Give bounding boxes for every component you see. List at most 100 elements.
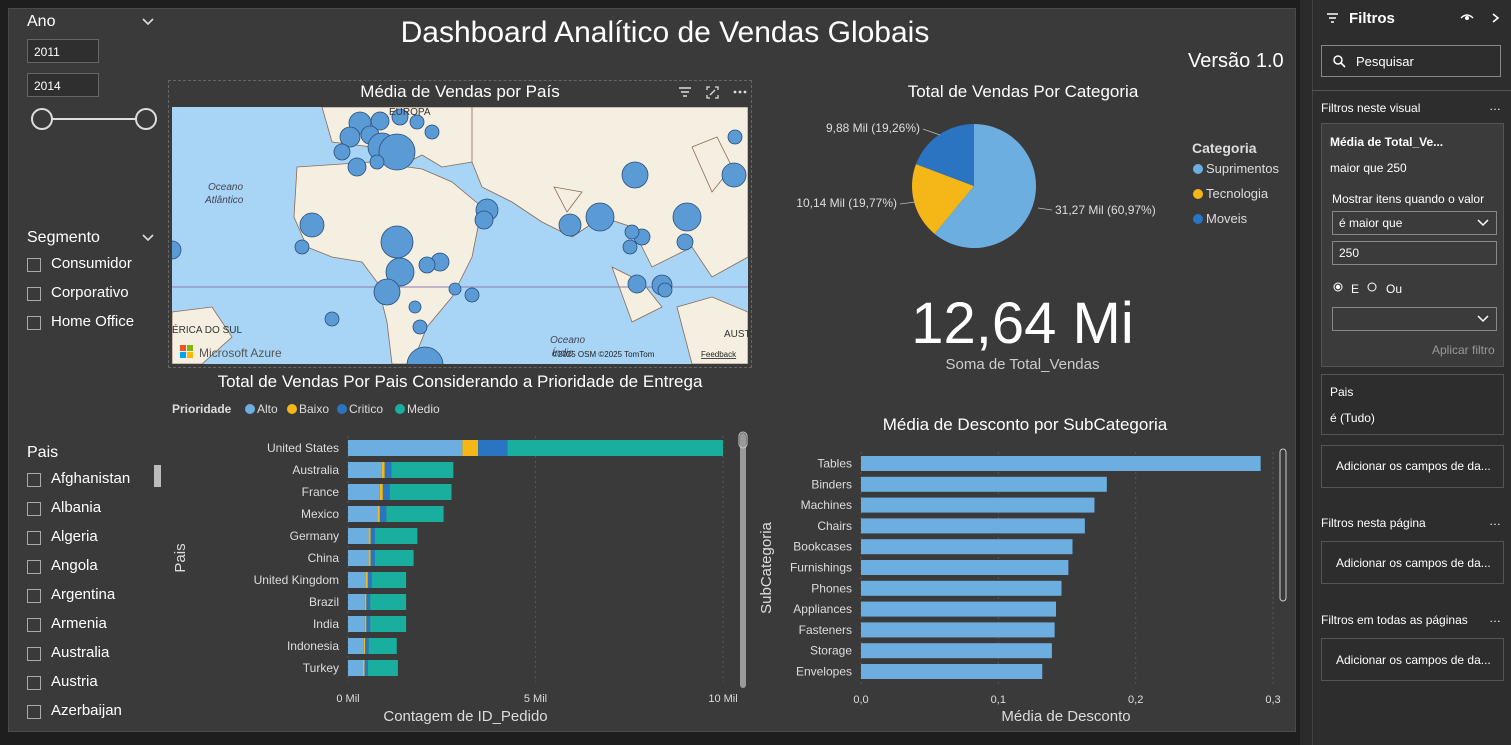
country-bar-segment[interactable] (348, 484, 380, 500)
pais-item-checkbox[interactable] (27, 618, 41, 632)
more-options-icon[interactable]: … (1489, 99, 1501, 113)
map-bubble[interactable] (727, 129, 743, 145)
pie-legend-label[interactable]: Tecnologia (1206, 186, 1269, 201)
more-options-icon[interactable] (733, 90, 747, 94)
map-bubble[interactable] (672, 202, 702, 232)
filter-value-input[interactable]: 250 (1332, 241, 1497, 265)
country-legend-label[interactable]: Medio (407, 402, 440, 416)
pais-item-checkbox[interactable] (27, 502, 41, 516)
pais-item-label[interactable]: Algeria (51, 528, 98, 545)
map-bubble[interactable] (373, 278, 401, 306)
country-bar-segment[interactable] (364, 660, 368, 676)
pais-item-checkbox[interactable] (27, 647, 41, 661)
country-bar-segment[interactable] (384, 462, 392, 478)
map-bubble[interactable] (324, 311, 340, 327)
country-scrollbar[interactable] (740, 433, 746, 688)
collapse-pane-icon[interactable] (1491, 13, 1501, 23)
country-bar-segment[interactable] (370, 550, 376, 566)
pie-chart[interactable]: 31,27 Mil (60,97%) 10,14 Mil (19,77%) 9,88… (780, 110, 1280, 260)
country-bar-segment[interactable] (363, 660, 365, 676)
country-legend-label[interactable]: Critico (349, 402, 383, 416)
discount-bar[interactable] (861, 476, 1107, 492)
map-bubble[interactable] (624, 224, 640, 240)
pais-item-label[interactable]: Armenia (51, 615, 107, 632)
country-bar-segment[interactable] (348, 594, 365, 610)
radio-or-icon[interactable] (1367, 282, 1377, 292)
focus-mode-icon[interactable] (706, 86, 719, 99)
map-bubble[interactable] (380, 225, 414, 259)
pais-item-checkbox[interactable] (27, 560, 41, 574)
chevron-down-icon[interactable] (1477, 314, 1489, 324)
map-bubble[interactable] (657, 282, 673, 298)
country-bar-segment[interactable] (364, 594, 367, 610)
map-feedback-link[interactable]: Feedback (701, 350, 737, 359)
pie-slice[interactable] (912, 164, 974, 234)
country-bar-segment[interactable] (379, 484, 383, 500)
pais-item-checkbox[interactable] (27, 531, 41, 545)
discount-bar[interactable] (861, 622, 1055, 638)
pais-item-label[interactable]: Argentina (51, 586, 116, 603)
pais-item-label[interactable]: Azerbaijan (51, 702, 122, 719)
map-bubble[interactable] (464, 287, 480, 303)
segmento-item-label[interactable]: Consumidor (51, 255, 132, 272)
map-bubble[interactable] (424, 124, 440, 140)
pais-item-checkbox[interactable] (27, 589, 41, 603)
map-bubble[interactable] (409, 114, 425, 130)
country-bar-segment[interactable] (375, 550, 414, 566)
ano-slider-end-handle[interactable] (135, 108, 157, 130)
segmento-item-checkbox[interactable] (27, 316, 41, 330)
map-bubble[interactable] (347, 157, 367, 177)
ano-end-input[interactable]: 2014 (27, 73, 99, 97)
pais-item-label[interactable]: Afghanistan (51, 470, 131, 487)
country-bar-segment[interactable] (348, 638, 364, 654)
more-options-icon[interactable]: … (1489, 514, 1501, 528)
map-bubble[interactable] (721, 162, 747, 188)
apply-filter-button[interactable]: Aplicar filtro (1432, 343, 1495, 357)
discount-bar[interactable] (861, 601, 1057, 617)
map-bubble[interactable] (299, 212, 325, 238)
pais-item-checkbox[interactable] (27, 473, 41, 487)
country-bar-segment[interactable] (386, 506, 444, 522)
pais-item-checkbox[interactable] (27, 676, 41, 690)
country-bar-segment[interactable] (348, 572, 366, 588)
segmento-item-label[interactable]: Home Office (51, 313, 135, 330)
chevron-down-icon[interactable] (1477, 218, 1489, 228)
country-bar-segment[interactable] (348, 506, 378, 522)
segmento-item-checkbox[interactable] (27, 287, 41, 301)
discount-bar[interactable] (861, 456, 1261, 471)
pais-item-label[interactable]: Angola (51, 557, 98, 574)
map-bubble[interactable] (294, 239, 310, 255)
segmento-item-label[interactable]: Corporativo (51, 284, 129, 301)
country-bar-segment[interactable] (368, 638, 397, 654)
pais-item-label[interactable]: Austria (51, 673, 98, 690)
pie-slice[interactable] (915, 124, 974, 186)
country-bar-segment[interactable] (348, 660, 363, 676)
map-bubble[interactable] (378, 133, 416, 171)
country-bar-segment[interactable] (368, 550, 371, 566)
chevron-down-icon[interactable] (141, 15, 155, 29)
ano-slider-start-handle[interactable] (31, 108, 53, 130)
country-bar-segment[interactable] (462, 440, 479, 456)
map-bubble[interactable] (333, 143, 351, 161)
country-bar-segment[interactable] (366, 594, 371, 610)
country-bar-segment[interactable] (382, 484, 390, 500)
more-options-icon[interactable]: … (1489, 611, 1501, 625)
country-bar-segment[interactable] (370, 528, 376, 544)
eye-icon[interactable] (1460, 13, 1474, 23)
map-bubble[interactable] (558, 213, 582, 237)
map-canvas[interactable]: EUROPA Oceano Atlântico ÉRICA DO SUL Oce… (172, 107, 748, 364)
radio-and-icon[interactable] (1333, 282, 1343, 292)
country-bar-segment[interactable] (366, 616, 371, 632)
map-bubble[interactable] (172, 240, 182, 260)
map-bubble[interactable] (369, 154, 385, 170)
country-bar-segment[interactable] (371, 572, 407, 588)
pais-item-label[interactable]: Australia (51, 644, 110, 661)
pais-item-label[interactable]: Albania (51, 499, 102, 516)
country-scroll-thumb[interactable] (738, 431, 748, 449)
map-bubble[interactable] (418, 256, 436, 274)
country-bar-segment[interactable] (377, 506, 380, 522)
country-bar-segment[interactable] (367, 572, 372, 588)
add-fields-drop-visual[interactable] (1321, 445, 1504, 488)
country-bar-segment[interactable] (381, 462, 385, 478)
country-bar-segment[interactable] (365, 638, 369, 654)
